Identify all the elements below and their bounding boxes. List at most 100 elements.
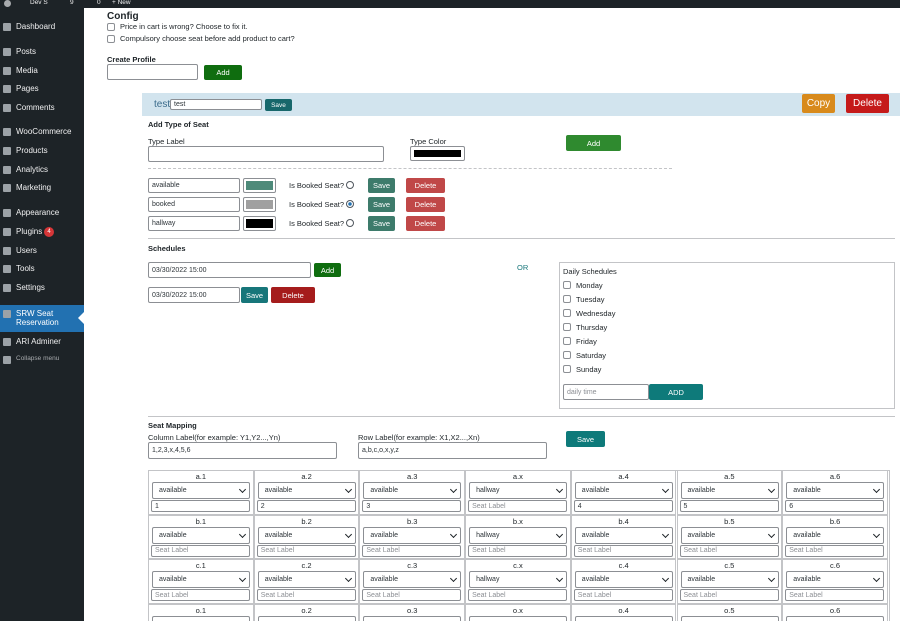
menu-item[interactable]: Settings xyxy=(16,283,45,292)
seat-type-select[interactable]: available xyxy=(680,526,779,544)
seat-label-input[interactable]: Seat Label xyxy=(573,544,673,557)
save-button[interactable]: Save xyxy=(265,99,292,111)
checkbox[interactable] xyxy=(107,35,115,43)
seat-type-select[interactable] xyxy=(786,615,885,621)
seat-label-input[interactable]: Seat Label xyxy=(256,589,356,601)
menu-item[interactable]: Appearance xyxy=(16,208,60,217)
daily-time-input[interactable]: daily time xyxy=(563,384,649,400)
booked-radio[interactable] xyxy=(346,181,354,189)
site-name[interactable]: Dev S xyxy=(30,0,48,6)
menu-item[interactable]: SRW Seat Reservation xyxy=(16,309,59,327)
seat-type-select[interactable]: available xyxy=(786,571,885,588)
menu-item[interactable]: Dashboard xyxy=(16,22,56,31)
checkbox[interactable] xyxy=(563,295,571,303)
menu-item[interactable]: Products xyxy=(16,146,48,155)
seat-type-input[interactable]: booked xyxy=(148,197,240,212)
seat-type-select[interactable]: available xyxy=(680,571,779,588)
checkbox[interactable] xyxy=(563,365,571,373)
checkbox[interactable] xyxy=(563,337,571,345)
seat-type-select[interactable]: available xyxy=(257,571,356,588)
seat-label-input[interactable]: Seat Label xyxy=(468,544,568,557)
column-label-input[interactable]: 1,2,3,x,4,5,6 xyxy=(148,442,337,459)
menu-item[interactable]: Posts xyxy=(16,47,37,56)
seat-type-select[interactable]: available xyxy=(574,526,673,544)
save-button[interactable]: Save xyxy=(368,216,395,231)
wp-logo[interactable] xyxy=(4,0,11,7)
add-profile-button[interactable]: Add xyxy=(204,65,242,80)
checkbox[interactable] xyxy=(563,281,571,289)
type-label-input[interactable] xyxy=(148,146,384,162)
seat-type-select[interactable]: hallway xyxy=(469,526,568,544)
booked-radio[interactable] xyxy=(346,219,354,227)
comments[interactable]: 0 xyxy=(97,0,101,6)
menu-item[interactable]: Marketing xyxy=(16,183,52,192)
seat-type-select[interactable]: available xyxy=(786,482,885,499)
menu-item[interactable]: Comments xyxy=(16,103,55,112)
checkbox[interactable] xyxy=(563,351,571,359)
seat-type-select[interactable] xyxy=(469,615,568,621)
row-label-input[interactable]: a,b,c,o,x,y,z xyxy=(358,442,547,459)
seat-type-input[interactable]: hallway xyxy=(148,216,240,231)
seat-type-select[interactable]: available xyxy=(363,571,462,588)
seat-label-input[interactable]: Seat Label xyxy=(362,544,462,557)
delete-button[interactable]: Delete xyxy=(271,287,315,303)
delete-button[interactable]: Delete xyxy=(406,216,445,231)
checkbox[interactable] xyxy=(563,309,571,317)
seat-label-input[interactable]: Seat Label xyxy=(151,589,250,601)
menu-item[interactable]: ARI Adminer xyxy=(16,337,61,346)
seat-type-color[interactable] xyxy=(243,197,276,212)
seat-type-select[interactable]: available xyxy=(363,482,462,499)
seat-type-select[interactable]: hallway xyxy=(469,571,568,588)
seat-type-select[interactable]: available xyxy=(680,482,779,499)
seat-type-select[interactable]: available xyxy=(257,482,356,499)
menu-item[interactable]: Analytics xyxy=(16,165,49,174)
seat-type-select[interactable] xyxy=(680,615,779,621)
seat-type-select[interactable] xyxy=(574,615,673,621)
menu-item[interactable]: WooCommerce xyxy=(16,127,72,136)
save-mapping-button[interactable]: Save xyxy=(566,431,605,447)
seat-type-select[interactable] xyxy=(152,615,250,621)
menu-item[interactable]: Media xyxy=(16,66,38,75)
updates[interactable]: 9 xyxy=(70,0,74,6)
seat-type-select[interactable]: available xyxy=(257,526,356,544)
color-input[interactable] xyxy=(410,146,465,161)
profile-rename-input[interactable]: test xyxy=(170,99,262,110)
seat-type-select[interactable]: available xyxy=(574,482,673,499)
seat-label-input[interactable]: 4 xyxy=(573,500,673,512)
save-button[interactable]: Save xyxy=(241,287,268,303)
add-type-button[interactable]: Add xyxy=(566,135,621,151)
seat-label-input[interactable]: Seat Label xyxy=(468,589,568,601)
seat-label-input[interactable]: Seat Label xyxy=(256,544,356,557)
checkbox[interactable] xyxy=(563,323,571,331)
seat-type-select[interactable]: available xyxy=(574,571,673,588)
seat-label-input[interactable]: Seat Label xyxy=(679,589,779,601)
seat-type-select[interactable]: hallway xyxy=(469,482,568,499)
seat-label-input[interactable]: Seat Label xyxy=(362,589,462,601)
seat-type-select[interactable]: available xyxy=(363,526,462,544)
seat-type-color[interactable] xyxy=(243,216,276,231)
add-schedule-button[interactable]: Add xyxy=(314,263,341,277)
seat-type-select[interactable]: available xyxy=(152,526,250,544)
menu-item[interactable]: Pages xyxy=(16,84,39,93)
seat-type-select[interactable] xyxy=(363,615,462,621)
seat-label-input[interactable]: 5 xyxy=(679,500,779,512)
seat-label-input[interactable]: 2 xyxy=(256,500,356,512)
seat-type-select[interactable]: available xyxy=(786,526,885,544)
seat-type-color[interactable] xyxy=(243,178,276,193)
copy-button[interactable]: Copy xyxy=(802,94,835,113)
seat-label-input[interactable]: Seat Label xyxy=(785,544,885,557)
checkbox[interactable] xyxy=(107,23,115,31)
save-button[interactable]: Save xyxy=(368,178,395,193)
menu-item[interactable]: Users xyxy=(16,246,37,255)
seat-label-input[interactable]: Seat Label xyxy=(151,544,250,557)
seat-label-input[interactable]: Seat Label xyxy=(573,589,673,601)
add-daily-button[interactable]: ADD xyxy=(649,384,703,400)
seat-type-input[interactable]: available xyxy=(148,178,240,193)
schedule-date-input[interactable]: 03/30/2022 15:00 xyxy=(148,262,311,278)
seat-label-input[interactable]: Seat Label xyxy=(468,500,568,512)
delete-button[interactable]: Delete xyxy=(406,197,445,212)
seat-label-input[interactable]: Seat Label xyxy=(679,544,779,557)
delete-button[interactable]: Delete xyxy=(846,94,889,113)
seat-label-input[interactable]: 1 xyxy=(151,500,250,512)
save-button[interactable]: Save xyxy=(368,197,395,212)
